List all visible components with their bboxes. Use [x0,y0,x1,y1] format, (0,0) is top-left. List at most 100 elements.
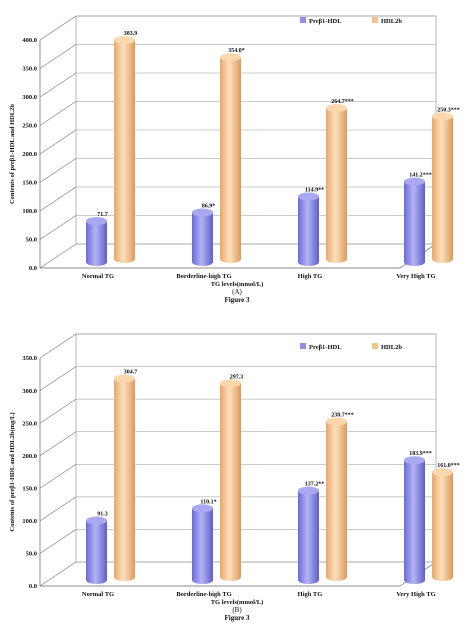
bar-body [298,196,319,266]
y-tick-label: 150.0 [22,180,37,187]
y-tick-label: 100.0 [22,518,37,525]
gridline-side [39,101,77,126]
legend-label: Preβ1-HDL [309,344,342,351]
data-label: 114.9** [305,188,324,194]
bar: 264.7*** [326,99,354,263]
y-axis-label: Contents of preβ1-HDL and HDL2b(mg/L) [9,412,16,531]
legend-swatch [300,343,306,349]
bar-body [326,421,347,581]
data-label: 354.0* [228,48,245,54]
gridline-side [39,243,77,269]
data-label: 137.2** [305,482,325,488]
bar: 71.7 [86,212,108,266]
bar-body [192,212,213,266]
gridline-side [39,72,77,98]
bar-top [192,208,213,217]
chart-panel: 0.0 50.0 100.0 150.0 200.0 250.0 300.0 350.0 91.… [9,333,460,622]
bar-body [86,520,107,584]
bar-body [326,108,347,263]
gridline-side [39,431,77,456]
x-axis-label: TG levels(mmol/L) [211,281,264,288]
bar-top [326,104,347,113]
gridline-side [39,158,77,183]
bar-body [432,472,453,581]
y-tick-label: 200.0 [22,151,37,158]
bar: 161.0*** [432,463,460,581]
gridline-side [39,333,77,359]
data-label: 383.9 [124,31,138,37]
bar-body [114,40,135,263]
y-tick-label: 350.0 [22,355,37,362]
bar: 383.9 [114,31,137,263]
bar-top [298,486,319,495]
gridline-side [39,366,77,391]
bar-body [114,378,135,581]
x-tick-label: Normal TG [82,273,114,280]
y-tick-label: 250.0 [22,123,37,130]
data-label: 264.7*** [331,99,354,105]
bar-top [114,36,135,45]
y-tick-label: 300.0 [22,94,37,101]
gridline-side [39,496,77,522]
y-tick-label: 150.0 [22,485,37,492]
bar: 137.2** [298,482,324,584]
x-tick-label: High TG [298,273,323,280]
bar-top [432,468,453,477]
y-tick-label: 0.0 [29,265,37,272]
x-tick-label: Borderline-high TG [176,591,231,598]
y-tick-label: 100.0 [22,208,37,215]
bar: 250.3*** [432,107,460,263]
data-label: 238.7*** [331,413,354,419]
bar-body [404,460,425,584]
legend-swatch [372,343,378,349]
bar-body [86,221,107,266]
legend-label: Preβ1-HDL [309,18,342,25]
y-tick-label: 400.0 [22,37,37,44]
legend-swatch [300,17,306,23]
legend-swatch [372,17,378,23]
y-tick-label: 200.0 [22,453,37,460]
data-label: 250.3*** [437,107,460,113]
x-axis-label: TG levels(mmol/L) [211,599,264,606]
bar-top [220,53,241,62]
x-tick-label: Normal TG [82,591,114,598]
y-tick-label: 0.0 [29,583,37,590]
gridline-side [39,186,77,212]
y-tick-label: 350.0 [22,66,37,73]
legend-label: HDL2b [381,18,402,25]
y-tick-label: 50.0 [26,237,37,244]
bar-top [220,379,241,388]
bar-body [220,383,241,581]
data-label: 71.7 [97,212,108,218]
x-tick-label: Borderline-high TG [176,273,231,280]
bar-body [192,508,213,584]
bar: 297.3 [220,374,243,581]
x-tick-label: High TG [298,591,323,598]
gridline-side [39,215,77,240]
bar-body [404,181,425,266]
gridline-side [39,561,77,587]
bar-top [114,374,135,383]
legend-label: HDL2b [381,344,402,351]
bar: 304.7 [114,370,137,581]
panel-subcaption: (B) [232,606,242,614]
figure-label: Figure 3 [225,614,250,622]
bar: 114.9** [298,188,324,266]
bar-top [326,417,347,426]
bar-top [86,516,107,525]
data-label: 141.2*** [409,173,432,179]
data-label: 110.1* [200,499,216,505]
data-label: 161.0*** [437,463,460,469]
y-tick-label: 250.0 [22,420,37,427]
bar-body [298,490,319,584]
gridline-side [39,129,77,155]
plot-back-wall [75,333,437,563]
legend-item: Preβ1-HDL [300,343,342,351]
legend-item: Preβ1-HDL [300,17,342,25]
bar-top [432,112,453,121]
y-axis-label: Contents of preβ1-HDL and HDL2b [9,104,16,204]
bar: 183.9*** [404,451,432,584]
x-tick-label: Very High TG [396,273,435,280]
chart-panel: 0.0 50.0 100.0 150.0 200.0 250.0 300.0 350.0 400… [9,15,460,304]
